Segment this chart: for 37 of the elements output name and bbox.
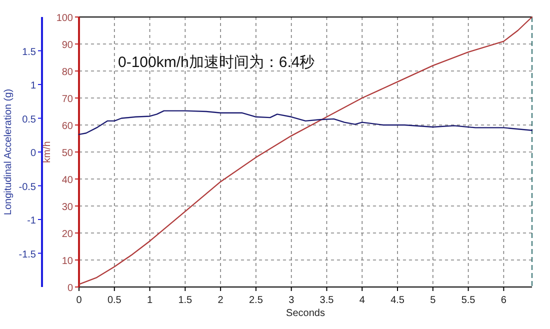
y-tick-label: 50 <box>62 148 74 159</box>
y-tick-label: 90 <box>62 40 74 51</box>
y-tick-label: 20 <box>62 229 74 240</box>
y-tick-label: 100 <box>56 13 74 24</box>
y-tick-label: 10 <box>62 256 74 267</box>
y-axis-title: km/h <box>42 141 53 163</box>
y-tick-label: 0 <box>67 283 74 294</box>
y2-tick-label: 1.5 <box>22 46 36 58</box>
x-tick-label: 6 <box>500 295 507 306</box>
y2-axis-title: Longitudinal Acceleration (g) <box>3 88 14 216</box>
y-tick-label: 80 <box>62 67 74 78</box>
x-tick-label: 2.5 <box>249 295 264 306</box>
x-axis-title: Seconds <box>286 308 325 319</box>
x-tick-label: 4.5 <box>390 295 405 306</box>
y2-tick-label: 1 <box>30 80 36 92</box>
y2-tick-label: 0 <box>30 148 36 159</box>
x-tick-label: 3 <box>288 295 295 306</box>
line-series <box>78 16 533 285</box>
x-tick-label: 0 <box>76 295 82 306</box>
y-tick-label: 40 <box>62 175 74 186</box>
y2-tick-label: 0.5 <box>22 114 36 126</box>
y-tick-label: 30 <box>62 202 74 213</box>
y2-tick-label: -0.5 <box>18 182 36 193</box>
y-tick-label: 60 <box>62 121 74 132</box>
annotation: 0-100km/h加速时间为：6.4秒 <box>118 54 315 71</box>
x-tick-label: 5.5 <box>461 295 476 306</box>
x-tick-label: 4 <box>359 295 366 306</box>
y2-tick-label: -1.5 <box>18 249 36 260</box>
y-tick-label: 70 <box>62 94 74 105</box>
x-tick-label: 2 <box>218 295 224 306</box>
x-tick-label: 5 <box>430 295 436 306</box>
line-series <box>78 110 533 136</box>
y2-tick-label: -1 <box>27 216 36 226</box>
x-tick-label: 1.5 <box>178 295 193 306</box>
x-tick-label: 0.5 <box>107 295 122 306</box>
x-tick-label: 1 <box>147 295 153 306</box>
x-tick-label: 3.5 <box>320 295 334 306</box>
